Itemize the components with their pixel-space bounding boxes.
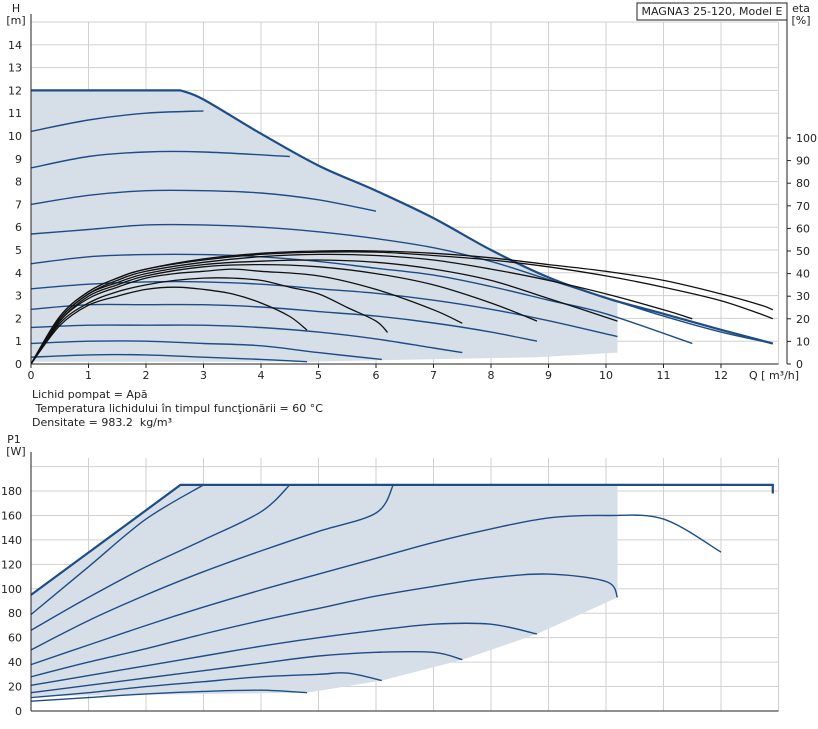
power-tick-label: 20 bbox=[8, 681, 22, 694]
power-tick-labels: 0 20 40 60 80 100 120 140 160 180 bbox=[1, 485, 22, 718]
max-power-line bbox=[30, 483, 774, 596]
power-tick-label: 100 bbox=[1, 583, 22, 596]
head-tick-label: 11 bbox=[8, 107, 22, 120]
head-tick-label: 9 bbox=[15, 153, 22, 166]
power-curve bbox=[30, 672, 382, 699]
power-tick-label: 60 bbox=[8, 632, 22, 645]
power-curves bbox=[30, 483, 774, 702]
efficiency-curve bbox=[30, 253, 693, 365]
power-curve bbox=[30, 514, 722, 666]
head-tick-label: 13 bbox=[8, 62, 22, 75]
power-area-fill bbox=[31, 484, 618, 697]
efficiency-tick-label: 40 bbox=[796, 268, 810, 281]
efficiency-tick-label: 100 bbox=[796, 132, 817, 145]
power-tick-label: 140 bbox=[1, 534, 22, 547]
power-operating-area bbox=[31, 484, 618, 697]
head-curve bbox=[30, 110, 204, 133]
efficiency-curves bbox=[30, 250, 774, 365]
flow-tick-label: 6 bbox=[373, 369, 380, 382]
power-tick-label: 160 bbox=[1, 509, 22, 522]
flow-tick-label: 1 bbox=[85, 369, 92, 382]
head-tick-label: 8 bbox=[15, 176, 22, 189]
efficiency-curve bbox=[30, 250, 774, 365]
head-curve bbox=[30, 223, 773, 345]
efficiency-tick-label: 0 bbox=[796, 358, 803, 371]
efficiency-tick-label: 90 bbox=[796, 155, 810, 168]
flow-tick-label: 5 bbox=[315, 369, 322, 382]
flow-tick-label: 12 bbox=[714, 369, 728, 382]
power-tick-label: 0 bbox=[15, 705, 22, 718]
head-tick-label: 7 bbox=[15, 198, 22, 211]
flow-tick-label: 8 bbox=[488, 369, 495, 382]
head-tick-label: 5 bbox=[15, 244, 22, 257]
efficiency-axis-label: eta bbox=[792, 2, 810, 15]
flow-tick-label: 3 bbox=[200, 369, 207, 382]
power-curve bbox=[30, 484, 394, 651]
power-curve bbox=[30, 573, 619, 678]
head-tick-label: 14 bbox=[8, 39, 22, 52]
efficiency-curve bbox=[30, 268, 463, 365]
head-tick-label: 6 bbox=[15, 221, 22, 234]
head-axis-label: H bbox=[12, 2, 20, 15]
flow-tick-label: 7 bbox=[430, 369, 437, 382]
efficiency-curve bbox=[30, 286, 308, 365]
head-curve bbox=[30, 150, 290, 169]
flow-tick-label: 11 bbox=[657, 369, 671, 382]
head-curve bbox=[30, 303, 538, 342]
efficiency-tick-label: 50 bbox=[796, 245, 810, 258]
power-axes bbox=[30, 452, 779, 712]
head-curve bbox=[30, 324, 463, 354]
efficiency-tick-label: 20 bbox=[796, 313, 810, 326]
operating-area-fill bbox=[31, 90, 618, 362]
power-tick-label: 40 bbox=[8, 656, 22, 669]
head-curve bbox=[30, 189, 377, 212]
head-curve bbox=[30, 353, 308, 363]
flow-axis-label: Q [ m³/h] bbox=[749, 369, 799, 382]
efficiency-curve bbox=[30, 277, 388, 365]
max-head-envelope bbox=[31, 89, 774, 345]
fluid-density-line: Densitate = 983.2 kg/m³ bbox=[32, 416, 173, 429]
head-tick-label: 3 bbox=[15, 290, 22, 303]
head-axis-unit: [m] bbox=[6, 14, 25, 27]
head-tick-labels: 0 1 2 3 4 5 6 7 8 9 10 11 12012345678910111213140102… bbox=[8, 39, 817, 382]
head-tick-label: 0 bbox=[15, 358, 22, 371]
power-panel: 0 20 40 60 80 100 120 140 160 180 P1 [W] bbox=[1, 433, 779, 718]
power-curve bbox=[30, 622, 538, 686]
efficiency-curve bbox=[30, 263, 538, 365]
head-efficiency-panel: 0 1 2 3 4 5 6 7 8 9 10 11 12012345678910111213140102… bbox=[6, 2, 817, 382]
fluid-info-line: Lichid pompat = Apă bbox=[32, 388, 148, 401]
head-tick-label: 1 bbox=[15, 335, 22, 348]
efficiency-tick-label: 70 bbox=[796, 200, 810, 213]
efficiency-tick-label: 60 bbox=[796, 222, 810, 235]
flow-tick-label: 0 bbox=[28, 369, 35, 382]
power-tick-label: 180 bbox=[1, 485, 22, 498]
power-tick-label: 120 bbox=[1, 558, 22, 571]
power-curve bbox=[30, 484, 204, 616]
head-tick-label: 12 bbox=[8, 84, 22, 97]
model-title-box bbox=[636, 2, 788, 21]
efficiency-tick-label: 30 bbox=[796, 290, 810, 303]
power-curve bbox=[30, 650, 463, 694]
efficiency-tick-label: 80 bbox=[796, 177, 810, 190]
head-tick-label: 2 bbox=[15, 312, 22, 325]
fluid-temperature-line: Temperatura lichidului în timpul funcţio… bbox=[32, 402, 323, 415]
power-curve bbox=[30, 484, 291, 631]
flow-tick-label: 9 bbox=[545, 369, 552, 382]
model-title: MAGNA3 25-120, Model E bbox=[641, 5, 782, 18]
efficiency-tick-label: 10 bbox=[796, 335, 810, 348]
operating-area bbox=[31, 90, 618, 362]
flow-tick-label: 2 bbox=[143, 369, 150, 382]
head-curve bbox=[30, 340, 382, 361]
head-tick-label: 4 bbox=[15, 267, 22, 280]
power-curve bbox=[30, 689, 308, 702]
flow-tick-label: 4 bbox=[258, 369, 265, 382]
head-tick-label: 10 bbox=[8, 130, 22, 143]
power-axis-label: P1 bbox=[7, 433, 21, 446]
power-tick-label: 80 bbox=[8, 607, 22, 620]
flow-tick-label: 10 bbox=[599, 369, 613, 382]
efficiency-axis-unit: [%] bbox=[791, 14, 810, 27]
power-axis-unit: [W] bbox=[6, 445, 25, 458]
